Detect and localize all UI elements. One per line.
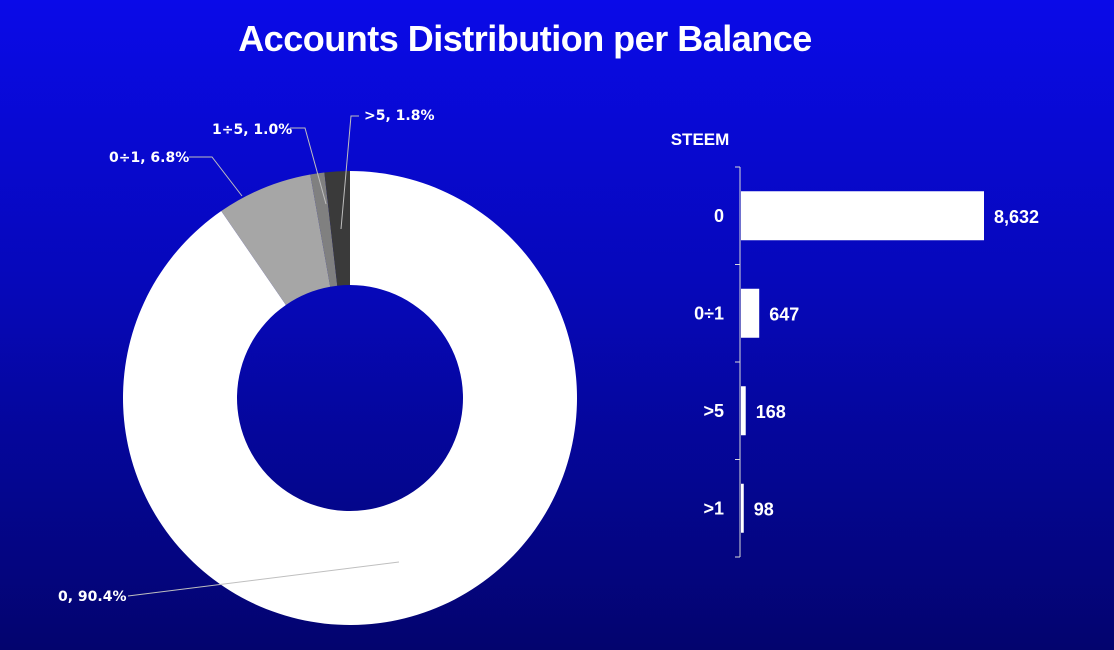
bar [741,288,760,338]
donut-data-label: 0, 90.4% [58,589,127,605]
bar-value-label: 8,632 [994,207,1039,227]
leader-line [189,156,243,197]
donut-data-label: >5, 1.8% [364,108,435,124]
bar-category-label: >1 [703,498,724,518]
bar-axis-title: STEEM [671,130,730,149]
leader-line [340,115,359,230]
leader-line [127,561,400,597]
chart-title: Accounts Distribution per Balance [238,18,812,59]
bar [741,191,984,241]
bar-category-label: 0 [714,206,724,226]
slice-1-5 [310,172,338,287]
bar-category-label: >5 [703,401,724,421]
leader-line [290,127,327,205]
slice-0 [122,171,577,625]
bar-value-label: 168 [756,402,786,422]
bar [741,483,744,533]
bar-value-label: 98 [754,499,774,519]
bar [741,386,746,436]
donut-data-label: 0÷1, 6.8% [109,150,189,166]
bar-category-label: 0÷1 [694,303,724,323]
slice-0-1 [221,174,331,305]
bar-value-label: 647 [769,304,799,324]
donut-data-label: 1÷5, 1.0% [212,122,292,138]
